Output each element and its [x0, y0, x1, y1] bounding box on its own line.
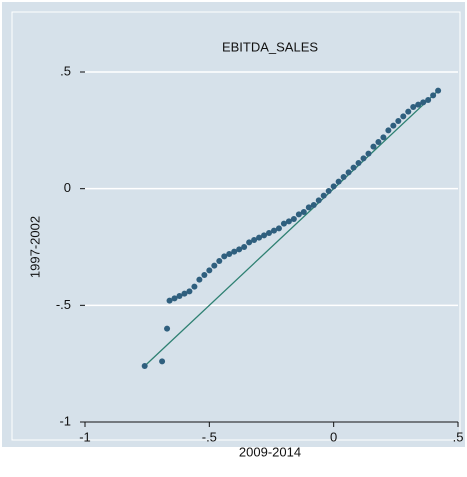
x-tick-label: .5 [453, 429, 464, 444]
point [206, 267, 213, 274]
point [410, 104, 417, 110]
point [171, 295, 178, 302]
point [221, 253, 228, 260]
point [261, 232, 268, 239]
point [310, 202, 317, 208]
point [430, 92, 437, 99]
point [290, 216, 297, 222]
point [191, 283, 198, 290]
point [164, 325, 171, 332]
point [166, 297, 173, 304]
point [246, 239, 253, 246]
plot-border [11, 11, 461, 441]
point [196, 276, 203, 283]
point [270, 227, 277, 234]
chart-background [2, 2, 465, 447]
point [251, 237, 258, 243]
point [315, 197, 322, 204]
x-axis-title: 2009-2014 [239, 444, 301, 459]
point [370, 143, 377, 150]
point [415, 101, 422, 108]
point [330, 183, 337, 190]
point [320, 192, 327, 199]
reference-line [144, 90, 439, 367]
point [176, 293, 183, 299]
point [305, 204, 312, 211]
point [231, 248, 238, 255]
point [275, 225, 282, 232]
point [141, 363, 148, 369]
point [159, 358, 166, 365]
point [186, 288, 193, 295]
point [216, 258, 223, 264]
point [211, 262, 218, 269]
x-tick-label: 0 [330, 429, 337, 444]
point [385, 127, 392, 134]
y-tick-label: -.5 [56, 297, 71, 312]
point [285, 218, 292, 225]
x-tick-label: -.5 [202, 429, 217, 444]
point [405, 108, 412, 115]
point [295, 211, 302, 218]
chart-title: EBITDA_SALES [222, 39, 318, 54]
point [266, 230, 273, 236]
point [380, 134, 387, 141]
point [181, 290, 188, 297]
point [201, 272, 208, 278]
point [375, 139, 382, 145]
point [395, 118, 402, 124]
y-tick-label: 0 [64, 180, 71, 195]
point [350, 164, 357, 171]
point [345, 169, 352, 176]
point [360, 155, 367, 162]
point [400, 113, 407, 120]
point [300, 209, 307, 215]
point [335, 178, 342, 185]
y-axis-title: 1997-2002 [27, 216, 42, 278]
point [340, 174, 347, 180]
point [236, 246, 243, 253]
y-tick-label: .5 [60, 63, 71, 78]
x-tick-label: -1 [79, 429, 91, 444]
y-tick-label: -1 [59, 413, 71, 428]
point [280, 220, 287, 227]
point [425, 97, 432, 103]
point [435, 87, 442, 94]
point [325, 188, 332, 194]
point [420, 99, 427, 106]
point [226, 251, 233, 257]
point [355, 160, 362, 166]
point [390, 122, 397, 129]
point [365, 150, 372, 157]
point [241, 244, 248, 250]
point [256, 234, 263, 241]
